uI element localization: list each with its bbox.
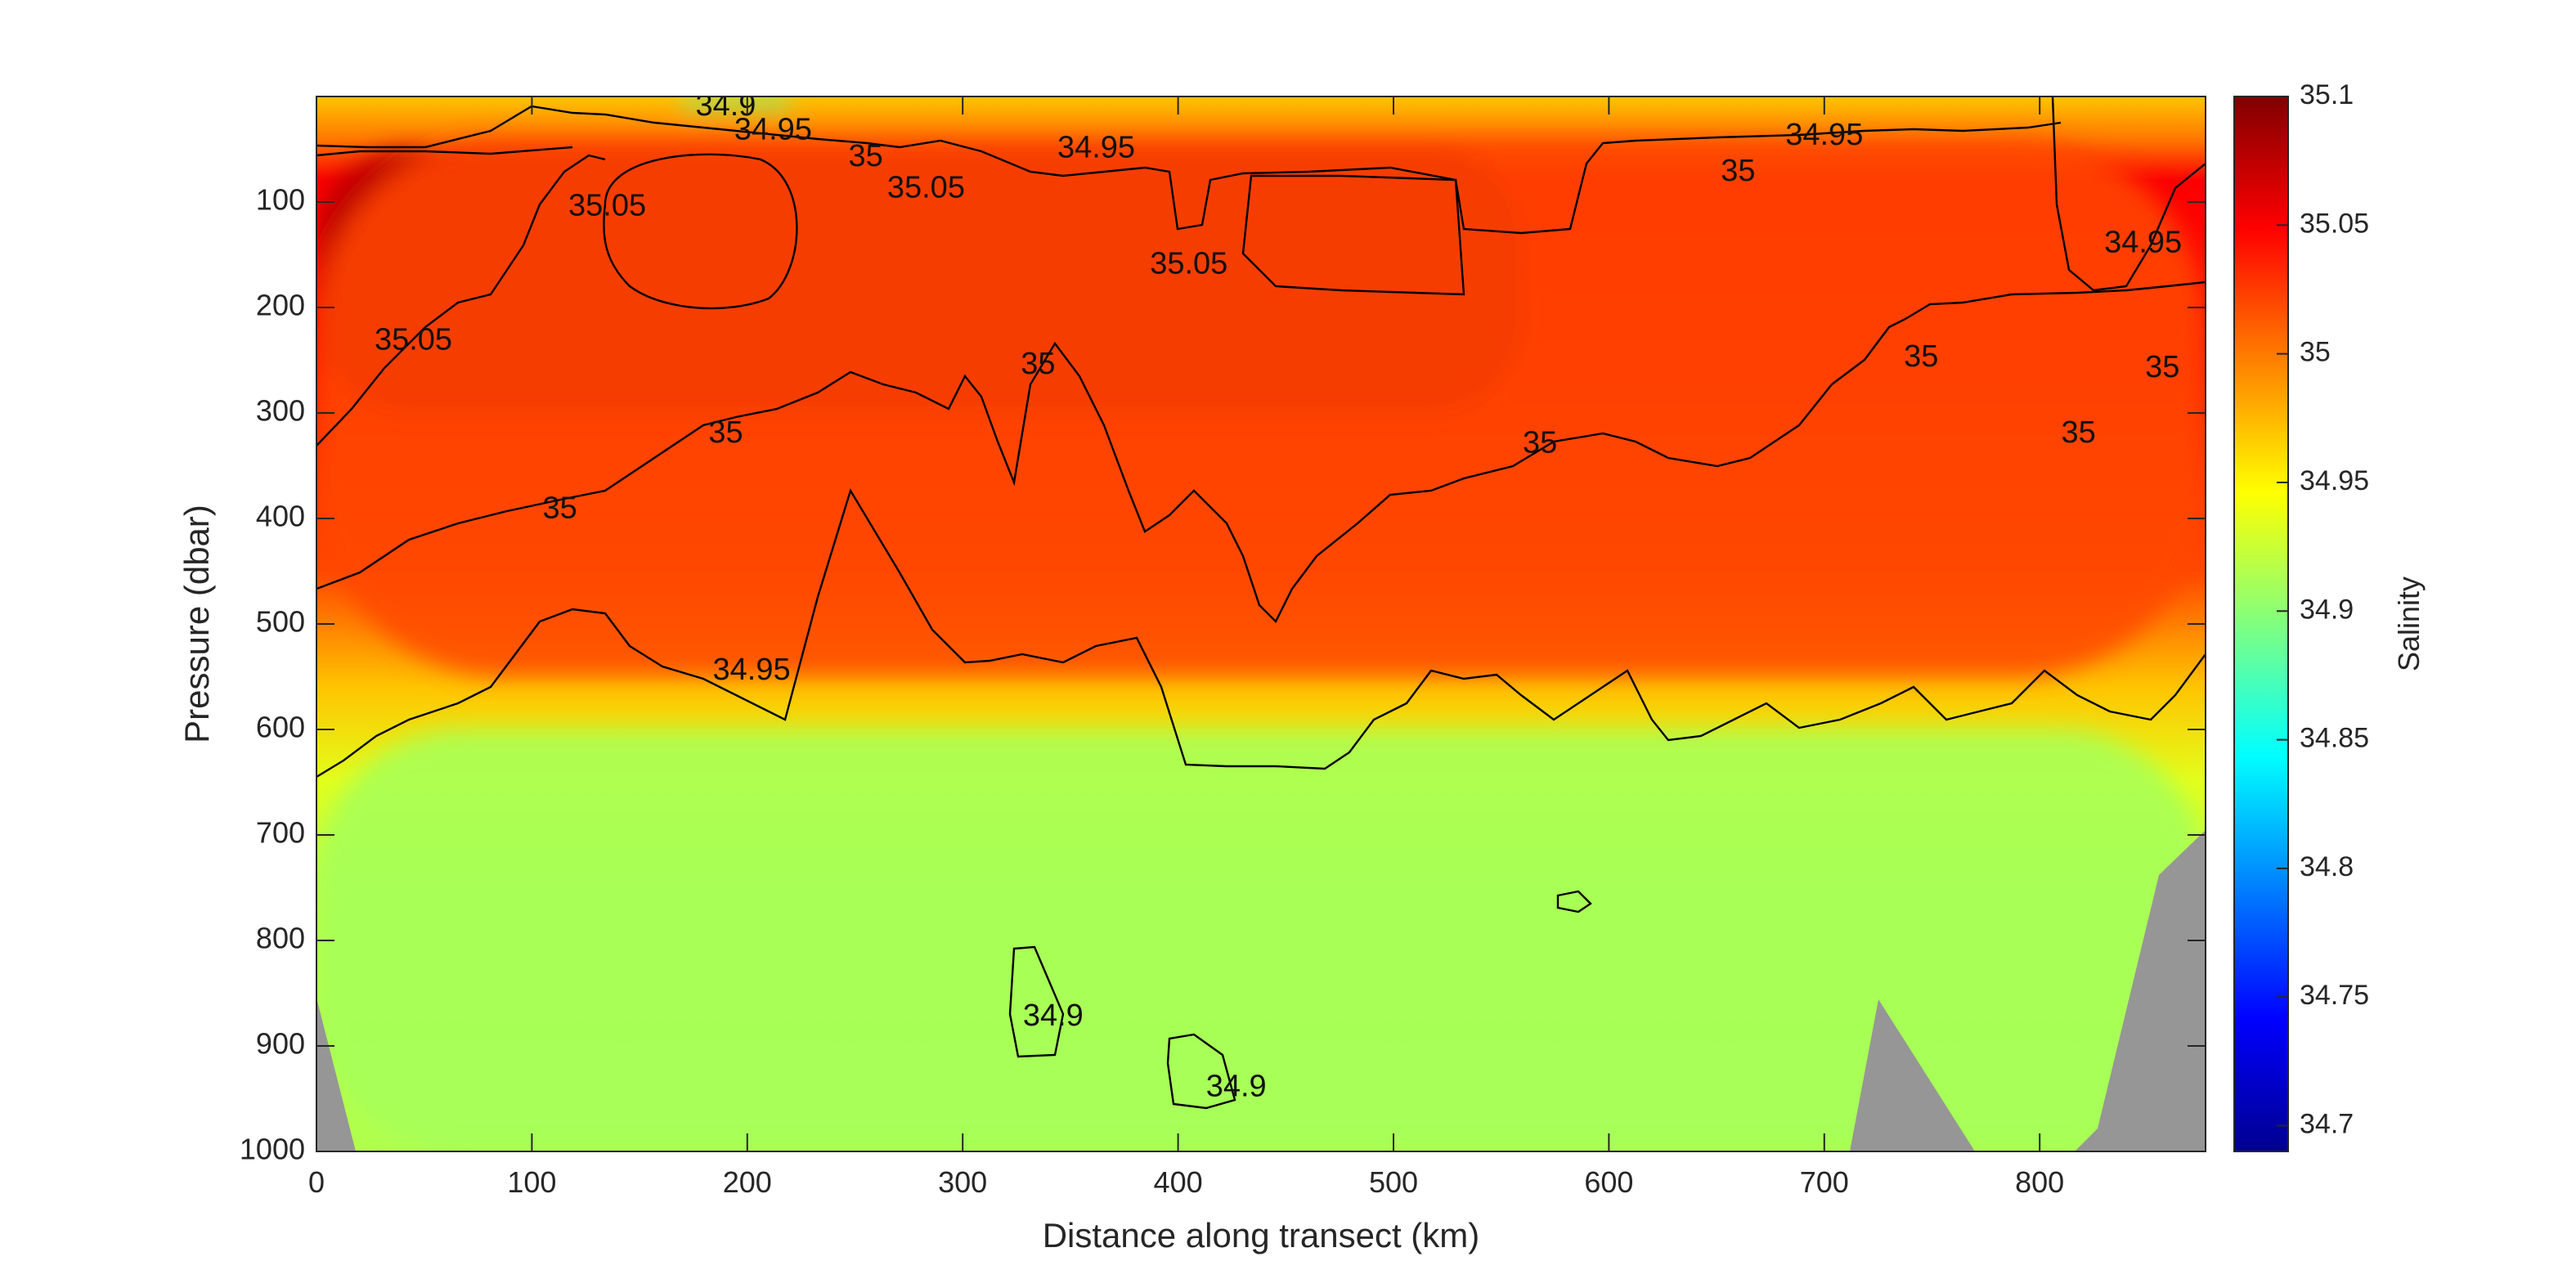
contour-34.95-right: [2051, 96, 2206, 292]
field-region: [316, 138, 2206, 677]
x-tick-label: 800: [2015, 1165, 2064, 1199]
contour-34.9-deep-b: [1166, 1033, 1236, 1110]
colorbar-tick-label: 34.7: [2300, 1109, 2354, 1140]
y-tick-label: 700: [256, 816, 305, 850]
contour-label: 34.95: [1057, 131, 1135, 165]
contour-lines: [316, 96, 2206, 1110]
colorbar-label: Salinity: [2392, 577, 2426, 671]
contour-label: 35: [1523, 426, 1557, 460]
bathymetry-patch-left: [316, 998, 356, 1151]
field-region: [682, 96, 791, 107]
contour-label: 35.05: [1150, 246, 1227, 280]
x-tick-label: 300: [938, 1165, 987, 1199]
x-tick-label: 100: [507, 1165, 556, 1199]
contour-35.05-core: [603, 153, 798, 310]
contour-label: 34.95: [2104, 226, 2182, 260]
salinity-field: [316, 96, 2206, 1151]
contour-label: 35: [1904, 339, 1938, 374]
colorbar-tick-label: 35.05: [2300, 208, 2369, 239]
contour-label: 34.95: [734, 113, 812, 147]
colorbar-ticks: 35.1 35.05 35 34.95 34.9 34.85 34.8 34.75 34.7: [2277, 79, 2369, 1140]
contour-34.9-deep-c: [1556, 890, 1592, 913]
colorbar-tick-label: 34.9: [2300, 594, 2354, 625]
colorbar: 35.1 35.05 35 34.95 34.9 34.85 34.8 34.75 34.7 S…: [2233, 79, 2426, 1152]
contour-label: 35: [849, 139, 883, 173]
contour-label: 35: [2145, 350, 2179, 384]
contour-34.9-deep-a: [1008, 945, 1065, 1058]
contour-35-mid: [316, 280, 2206, 624]
x-axis-label: Distance along transect (km): [1043, 1216, 1480, 1254]
contour-label: 35: [1021, 347, 1055, 381]
colorbar-tick-label: 34.85: [2300, 723, 2369, 754]
contour-label: 35: [2061, 415, 2095, 450]
contour-34.95-deep: [316, 488, 2206, 779]
contour-35.05-right: [1241, 174, 1465, 296]
contour-label: 35: [1721, 154, 1755, 188]
y-tick-label: 200: [256, 289, 305, 322]
y-tick-label: 800: [256, 922, 305, 955]
contour-label: 34.95: [1785, 118, 1863, 152]
contour-label: 35: [708, 415, 743, 450]
contour-35-top: [316, 105, 2062, 235]
y-tick-label: 300: [256, 394, 305, 428]
colorbar-gradient: [2233, 96, 2289, 1152]
y-axis-label: Pressure (dbar): [177, 505, 216, 743]
missing-data-patches: [316, 830, 2206, 1151]
x-tick-label: 700: [1800, 1165, 1849, 1199]
contour-label: 34.9: [1206, 1070, 1267, 1104]
x-tick-label: 600: [1584, 1165, 1633, 1199]
x-tick-label: 500: [1369, 1165, 1418, 1199]
contour-label: 34.9: [1023, 999, 1084, 1033]
y-tick-label: 1000: [240, 1133, 305, 1166]
contour-35.05-left: [316, 146, 606, 447]
x-tick-label: 200: [723, 1165, 772, 1199]
y-tick-label: 500: [256, 605, 305, 639]
colorbar-tick-label: 34.95: [2300, 465, 2369, 496]
contour-label: 35.05: [568, 188, 646, 222]
bathymetry-patch-mid: [1850, 999, 1975, 1151]
x-tick-label: 400: [1154, 1165, 1203, 1199]
contour-label: 34.9: [695, 88, 756, 123]
field-region: [316, 729, 2206, 1151]
field-regions: [316, 96, 2206, 1151]
x-tick-label: 0: [308, 1165, 325, 1199]
x-axis: 0 100 200 300 400 500 600 700 800: [308, 96, 2064, 1199]
contour-label: 34.95: [713, 653, 791, 687]
colorbar-tick-label: 35.1: [2300, 79, 2354, 110]
y-tick-label: 600: [256, 711, 305, 744]
colorbar-tick-label: 35: [2300, 337, 2331, 368]
y-tick-label: 100: [256, 183, 305, 217]
y-tick-label: 900: [256, 1027, 305, 1061]
colorbar-tick-label: 34.75: [2300, 980, 2369, 1011]
bathymetry-patch-right: [2075, 830, 2206, 1151]
y-axis: 100 200 300 400 500 600 700 800 900 1000: [240, 183, 2206, 1166]
y-tick-label: 400: [256, 500, 305, 533]
contour-label: 35.05: [887, 171, 965, 205]
contour-label: 35: [542, 491, 577, 526]
colorbar-tick-label: 34.8: [2300, 851, 2354, 882]
contour-label: 35.05: [375, 322, 452, 357]
